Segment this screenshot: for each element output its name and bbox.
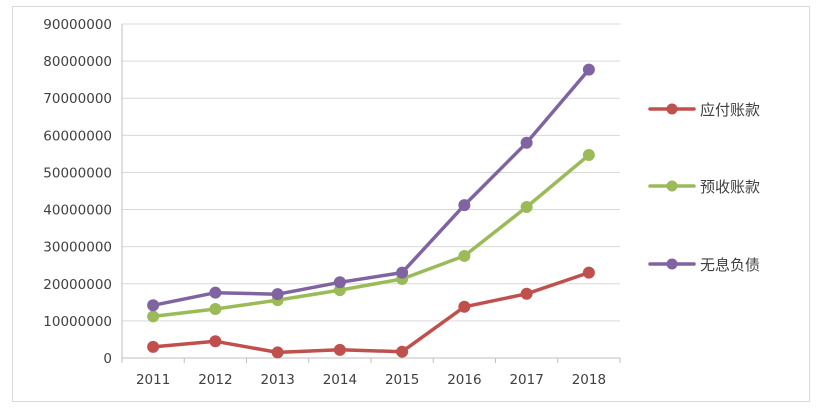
series-1 xyxy=(147,266,595,359)
data-point xyxy=(271,288,284,301)
y-tick-label: 40000000 xyxy=(43,203,112,219)
series-3 xyxy=(147,63,595,312)
x-tick-label: 2015 xyxy=(385,372,419,388)
chart-frame xyxy=(12,6,810,402)
series-line xyxy=(151,270,591,355)
x-tick-label: 2017 xyxy=(509,372,543,388)
y-tick-label: 70000000 xyxy=(43,91,112,107)
legend-label: 预收账款 xyxy=(700,178,760,196)
legend-swatch-marker xyxy=(666,103,678,115)
legend-swatch-marker xyxy=(666,180,678,192)
y-tick-label: 80000000 xyxy=(43,54,112,70)
gridlines xyxy=(122,23,620,322)
x-tick-label: 2012 xyxy=(198,372,232,388)
data-point xyxy=(271,346,284,359)
axes xyxy=(121,24,621,363)
y-tick-labels: 0 10000000 20000000 30000000 40000000 5000000… xyxy=(43,17,112,367)
data-point xyxy=(147,299,160,312)
x-tick-label: 2016 xyxy=(447,372,481,388)
series-line xyxy=(151,67,591,308)
data-point xyxy=(458,199,471,212)
x-tick-label: 2014 xyxy=(323,372,357,388)
data-point xyxy=(333,276,346,289)
data-point xyxy=(520,287,533,300)
data-point xyxy=(458,249,471,262)
y-tick-label: 10000000 xyxy=(43,314,112,330)
legend-item: 应付账款 xyxy=(648,101,760,119)
x-tick-label: 2011 xyxy=(136,372,170,388)
x-tick-label: 2018 xyxy=(572,372,606,388)
data-point xyxy=(582,266,595,279)
data-point xyxy=(333,343,346,356)
data-point xyxy=(582,63,595,76)
data-point xyxy=(147,340,160,353)
legend-item: 预收账款 xyxy=(648,178,760,196)
series-lines xyxy=(147,63,595,359)
y-tick-label: 90000000 xyxy=(43,17,112,33)
data-point xyxy=(209,335,222,348)
legend-swatch-marker xyxy=(666,258,678,270)
data-point xyxy=(147,310,160,323)
data-point xyxy=(520,200,533,213)
y-tick-label: 60000000 xyxy=(43,128,112,144)
y-tick-label: 50000000 xyxy=(43,165,112,181)
series-line xyxy=(151,153,591,319)
x-tick-labels: 2011 2012 2013 2014 2015 2016 2017 2018 xyxy=(136,372,606,388)
y-tick-label: 20000000 xyxy=(43,277,112,293)
data-point xyxy=(209,286,222,299)
legend-label: 无息负债 xyxy=(700,256,760,274)
data-point xyxy=(582,149,595,162)
data-point xyxy=(396,266,409,279)
x-tick-label: 2013 xyxy=(260,372,294,388)
data-point xyxy=(209,303,222,316)
legend-label: 应付账款 xyxy=(700,101,760,119)
data-point xyxy=(396,345,409,358)
legend-item: 无息负债 xyxy=(648,256,760,274)
data-point xyxy=(458,300,471,313)
y-tick-label: 30000000 xyxy=(43,240,112,256)
data-point xyxy=(520,136,533,149)
y-tick-label: 0 xyxy=(103,351,112,367)
